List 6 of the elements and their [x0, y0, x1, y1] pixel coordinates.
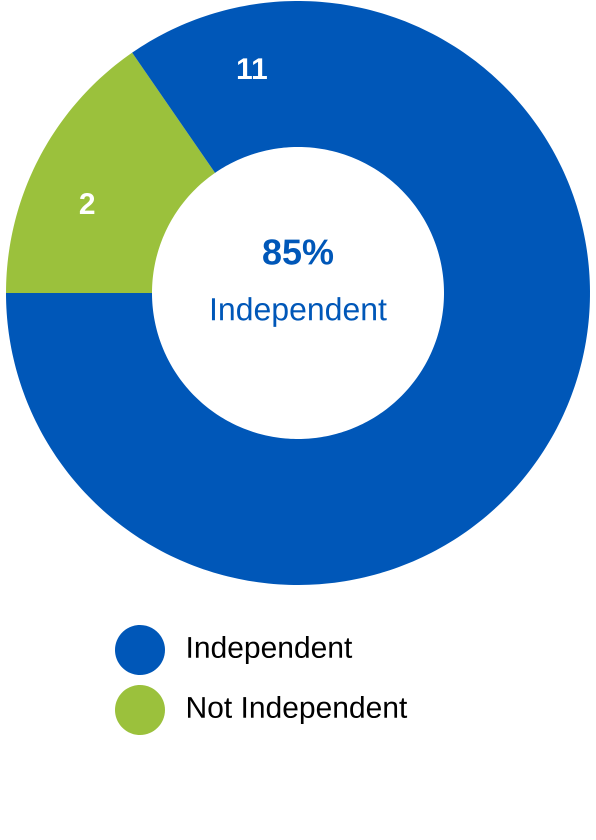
legend-label: Independent	[188, 636, 352, 664]
data-label: 2	[80, 193, 94, 214]
text: 85%	[263, 239, 334, 265]
text: Independent	[212, 297, 387, 327]
data-label: 11	[238, 58, 267, 80]
legend-label: Not Independent	[188, 696, 408, 724]
